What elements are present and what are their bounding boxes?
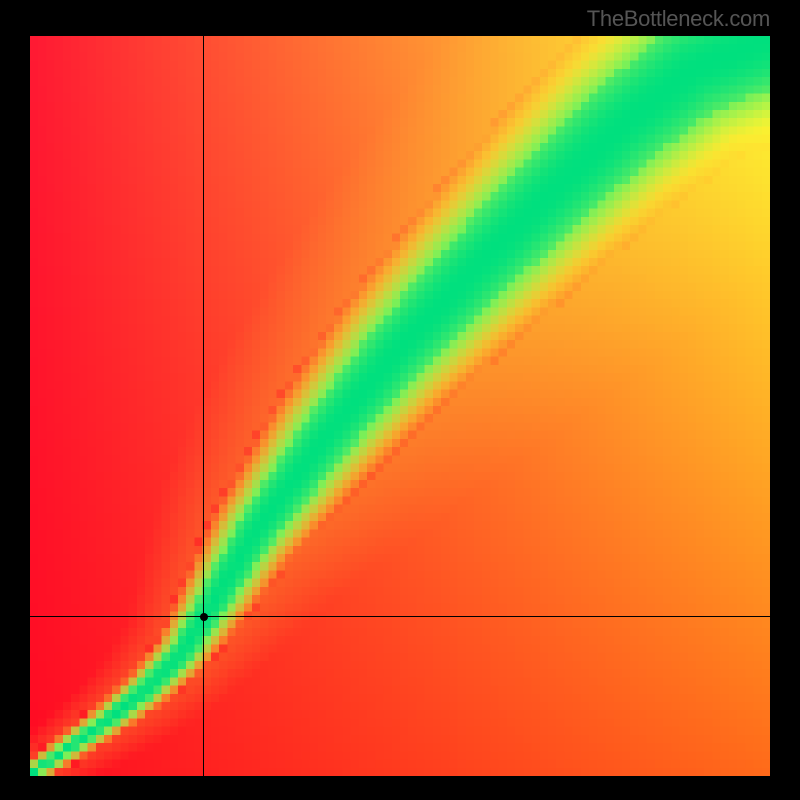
bottleneck-heatmap xyxy=(30,36,770,776)
chart-container: TheBottleneck.com xyxy=(0,0,800,800)
watermark-text: TheBottleneck.com xyxy=(587,6,770,32)
crosshair-dot xyxy=(200,613,208,621)
crosshair-vertical xyxy=(203,36,204,776)
crosshair-horizontal xyxy=(30,616,770,617)
